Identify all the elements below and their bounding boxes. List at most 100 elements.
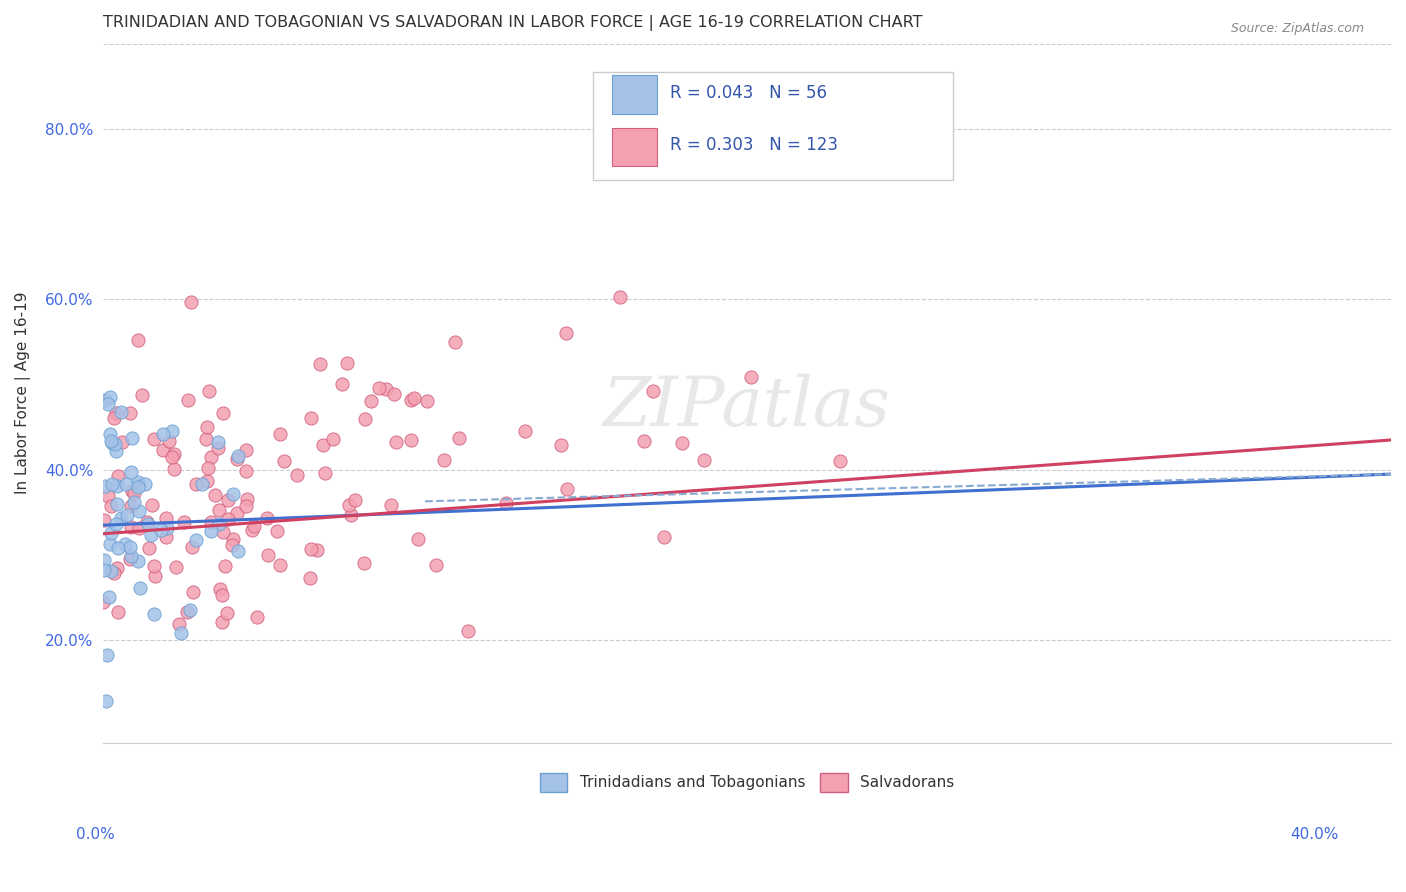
Point xyxy=(353,557,375,571)
Point xyxy=(190,477,212,491)
Point xyxy=(97,397,120,411)
Point xyxy=(152,442,174,457)
Point xyxy=(217,493,239,508)
Point xyxy=(235,443,257,458)
Point xyxy=(208,502,231,516)
Point xyxy=(360,394,382,409)
Point xyxy=(160,424,183,438)
Point xyxy=(100,565,122,579)
Point xyxy=(94,694,117,708)
Point xyxy=(128,504,150,518)
Point xyxy=(100,434,122,448)
Point xyxy=(127,553,149,567)
Point xyxy=(198,384,221,398)
Point xyxy=(269,558,291,573)
Point xyxy=(107,541,129,556)
Point xyxy=(550,438,572,452)
Point xyxy=(266,524,288,538)
Point xyxy=(121,431,143,445)
Point xyxy=(97,591,120,605)
Bar xyxy=(592,71,953,180)
Point xyxy=(184,477,207,491)
Point xyxy=(226,544,249,558)
Point xyxy=(100,477,122,491)
Point xyxy=(103,411,125,425)
Point xyxy=(114,476,136,491)
Text: 40.0%: 40.0% xyxy=(1291,827,1339,841)
Point xyxy=(93,595,115,609)
Point xyxy=(195,432,218,446)
Point xyxy=(173,515,195,529)
Point xyxy=(382,386,405,401)
Point xyxy=(218,512,240,526)
Text: Source: ZipAtlas.com: Source: ZipAtlas.com xyxy=(1230,22,1364,36)
Point xyxy=(671,436,693,450)
Text: 0.0%: 0.0% xyxy=(76,827,115,841)
Point xyxy=(204,488,226,502)
Bar xyxy=(612,128,657,166)
Point xyxy=(141,498,163,512)
Point xyxy=(107,469,129,483)
Text: R = 0.043   N = 56: R = 0.043 N = 56 xyxy=(669,84,827,102)
Point xyxy=(200,450,222,464)
Point xyxy=(330,377,353,392)
Point xyxy=(100,526,122,541)
Point xyxy=(221,538,243,552)
Point xyxy=(104,437,127,451)
Point xyxy=(128,521,150,535)
Point xyxy=(93,513,115,527)
Point xyxy=(94,479,117,493)
Point xyxy=(100,500,122,514)
Point xyxy=(343,493,366,508)
Text: TRINIDADIAN AND TOBAGONIAN VS SALVADORAN IN LABOR FORCE | AGE 16-19 CORRELATION : TRINIDADIAN AND TOBAGONIAN VS SALVADORAN… xyxy=(103,15,922,31)
Point xyxy=(609,290,631,304)
Point xyxy=(399,433,422,447)
Point xyxy=(120,551,142,566)
Point xyxy=(181,540,204,554)
Point xyxy=(197,460,219,475)
Point xyxy=(215,606,238,620)
Point xyxy=(195,420,218,434)
Point xyxy=(257,548,280,562)
Point xyxy=(93,563,115,577)
Point xyxy=(160,450,183,464)
Point xyxy=(155,530,177,544)
Point xyxy=(165,560,187,574)
Point xyxy=(633,434,655,448)
Point xyxy=(641,384,664,398)
Point xyxy=(443,335,465,350)
Point xyxy=(305,543,328,558)
Point xyxy=(269,426,291,441)
Point xyxy=(177,392,200,407)
Point xyxy=(299,541,322,556)
Point xyxy=(200,524,222,538)
Point xyxy=(94,392,117,407)
Point xyxy=(457,624,479,638)
Point xyxy=(98,537,121,551)
Point xyxy=(399,393,422,408)
Point xyxy=(214,558,236,573)
Point xyxy=(207,435,229,450)
Point xyxy=(157,434,180,448)
Point xyxy=(208,582,231,596)
Point xyxy=(138,541,160,556)
Point xyxy=(121,465,143,479)
Point xyxy=(128,478,150,492)
Point xyxy=(180,295,202,310)
Point xyxy=(404,391,426,405)
Point xyxy=(226,506,249,520)
Point xyxy=(212,406,235,420)
Point xyxy=(105,444,128,458)
Point xyxy=(337,498,360,512)
Point xyxy=(118,540,141,554)
Point xyxy=(425,558,447,572)
Point xyxy=(98,391,121,405)
Point xyxy=(380,498,402,512)
Point xyxy=(384,435,406,450)
Point xyxy=(105,479,128,493)
Point xyxy=(416,394,439,409)
Point xyxy=(127,475,149,490)
Point xyxy=(830,453,852,467)
Point xyxy=(222,487,245,501)
Point xyxy=(142,559,165,574)
